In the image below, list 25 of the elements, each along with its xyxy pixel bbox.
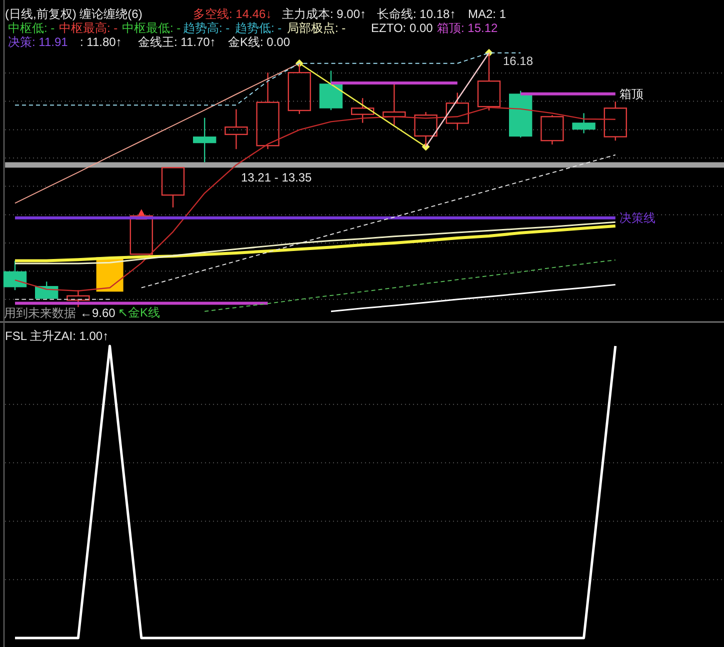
annotation: 长命线: 10.18↑ bbox=[377, 7, 456, 21]
band-label: 13.21 - 13.35 bbox=[241, 170, 312, 185]
annotation: 局部极点: - bbox=[287, 21, 346, 35]
annotation: MA2: 1 bbox=[468, 7, 506, 21]
annotation: 决策: 11.91 bbox=[8, 35, 68, 49]
annotation: 趋势高: - bbox=[183, 21, 230, 35]
annotation: 中枢低: - bbox=[8, 21, 55, 35]
annotation: 箱顶: 15.12 bbox=[437, 21, 498, 35]
annotation: 中枢最低: - bbox=[122, 21, 181, 35]
chart-title: FSL 主升ZAI: 1.00↑ bbox=[5, 329, 109, 343]
text: (日线,前复权) 缠论缠绕(6) bbox=[5, 7, 142, 21]
annotation: : 11.80↑ bbox=[80, 35, 122, 49]
annotation: 中枢最高: - bbox=[59, 21, 118, 35]
series-label: 决策线 bbox=[619, 210, 656, 225]
annotation: EZTO: 0.00 bbox=[371, 21, 434, 35]
annotation: 金K线: 0.00 bbox=[228, 35, 290, 49]
annotation: 主力成本: 9.00↑ bbox=[282, 7, 366, 21]
annotation: 趋势低: - bbox=[235, 21, 282, 35]
annotation: ↖金K线 bbox=[118, 306, 160, 320]
annotation: 金线王: 11.70↑ bbox=[138, 35, 216, 49]
series-label: 箱顶 bbox=[619, 86, 644, 101]
annotation: 多空线: 14.46↓ bbox=[193, 7, 272, 21]
annotation: ←9.60 bbox=[80, 306, 116, 320]
annotation: 16.18 bbox=[503, 54, 534, 68]
annotation: 用到未来数据 bbox=[4, 306, 76, 320]
